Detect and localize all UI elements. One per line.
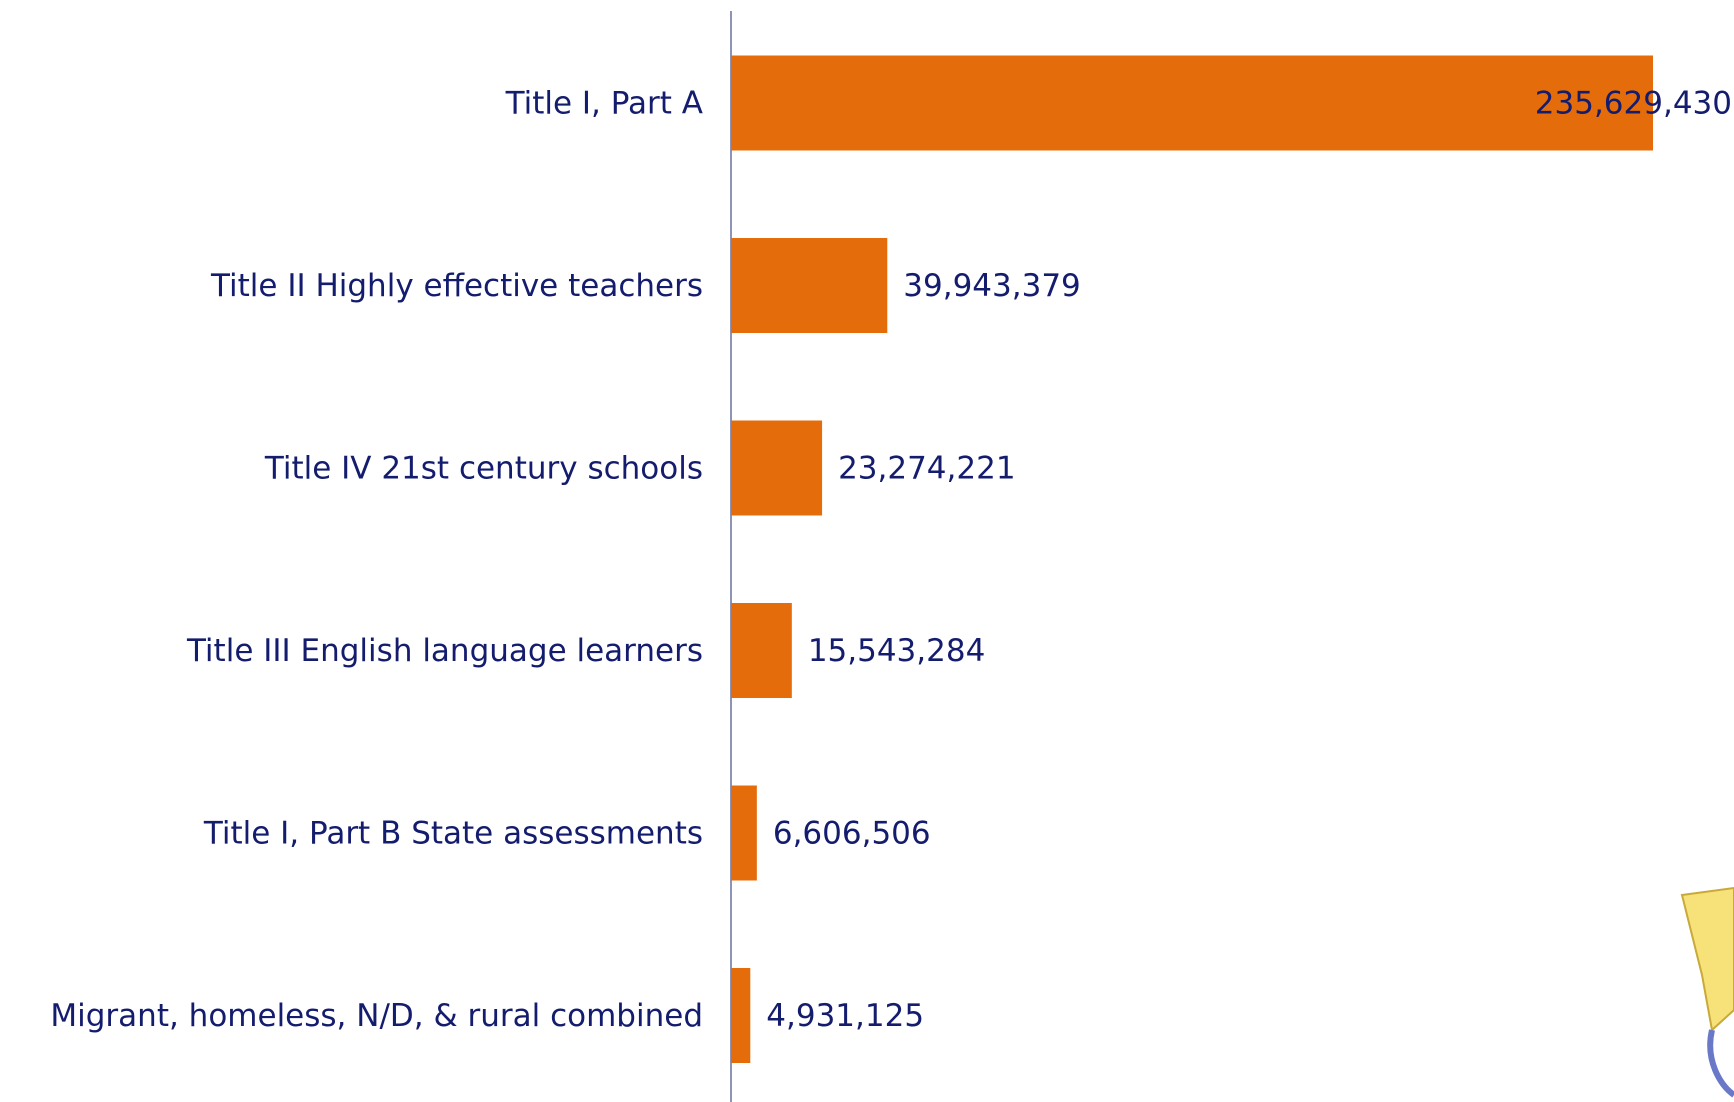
bar <box>731 603 792 698</box>
category-label: Title III English language learners <box>186 633 703 669</box>
bar <box>731 55 1653 151</box>
bar <box>731 785 757 881</box>
value-label: 23,274,221 <box>838 451 1016 487</box>
value-label: 4,931,125 <box>766 998 924 1034</box>
value-label: 15,543,284 <box>808 633 986 669</box>
star-decoration <box>1680 886 1734 1098</box>
value-label: 6,606,506 <box>773 816 931 852</box>
category-label: Title II Highly effective teachers <box>210 268 703 304</box>
bar <box>731 420 823 516</box>
value-label: 235,629,430 <box>1535 86 1732 122</box>
category-label: Migrant, homeless, N/D, & rural combined <box>50 998 703 1034</box>
category-label: Title I, Part B State assessments <box>203 816 703 852</box>
value-label: 39,943,379 <box>903 268 1081 304</box>
category-label: Title IV 21st century schools <box>264 451 703 487</box>
bar <box>731 238 888 333</box>
bar <box>731 968 751 1063</box>
category-label: Title I, Part A <box>505 86 703 122</box>
